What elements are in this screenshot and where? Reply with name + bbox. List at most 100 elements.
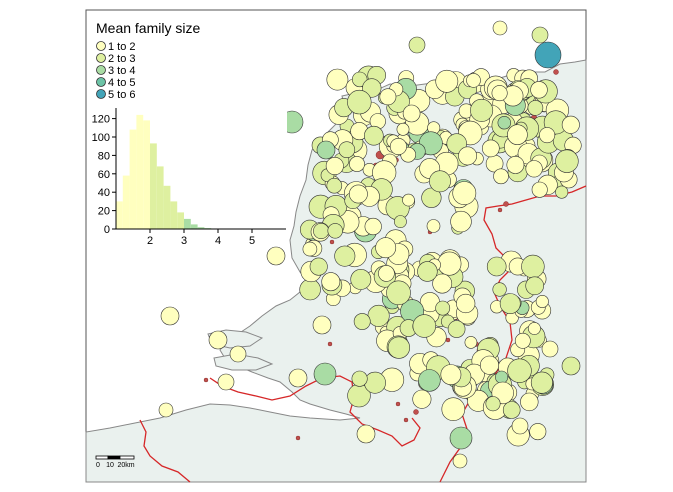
y-tick-label: 0 [104, 224, 110, 236]
municipality-bubble [449, 426, 473, 450]
municipality-bubble [506, 155, 525, 174]
municipality-bubble [364, 371, 386, 394]
municipality-bubble [160, 306, 180, 326]
municipality-bubble [229, 345, 247, 363]
border-lines [139, 185, 587, 483]
y-tick-label: 60 [98, 169, 110, 181]
municipality-bubble [321, 272, 341, 292]
municipality-bubble [418, 369, 441, 392]
municipality-bubble [441, 397, 466, 422]
municipality-bubbles [158, 20, 582, 469]
municipality-bubble [325, 157, 344, 176]
municipality-bubble [507, 358, 532, 383]
legend-label: 2 to 3 [108, 53, 136, 65]
municipality-bubble [486, 256, 507, 277]
municipality-bubble [363, 125, 384, 146]
municipality-bubble [447, 320, 466, 338]
municipality-bubble [309, 257, 328, 276]
histogram-bar [122, 175, 130, 229]
municipality-bubble [499, 293, 521, 315]
municipality-bubble [561, 115, 580, 134]
municipality-bubble [338, 141, 356, 158]
municipality-bubble [456, 293, 476, 314]
municipality-bubble [555, 149, 579, 173]
municipality-bubble [495, 370, 509, 384]
municipality-bubble [492, 20, 508, 36]
legend-label: 4 to 5 [108, 77, 136, 89]
municipality-bubble [534, 41, 562, 69]
municipality-bubble [352, 71, 368, 88]
municipality-bubble [351, 370, 368, 387]
municipality-bubble [367, 304, 390, 327]
municipality-bubble [429, 170, 451, 193]
municipality-bubble [437, 251, 462, 276]
municipality-bubble [528, 322, 541, 335]
x-tick-label: 5 [249, 235, 255, 247]
municipality-bubble [466, 73, 481, 88]
municipality-bubble [412, 389, 432, 409]
municipality-bubble [527, 100, 544, 116]
municipality-bubble [485, 396, 501, 412]
histogram-bar [156, 166, 164, 229]
municipality-bubble [525, 276, 545, 296]
legend-label: 3 to 4 [108, 65, 136, 77]
municipality-bubble [531, 26, 549, 44]
histogram-x-ticks: 2 3 4 5 [147, 229, 255, 247]
municipality-bubble [408, 36, 426, 54]
municipality-bubble [440, 364, 462, 386]
municipality-bubble [362, 78, 382, 98]
municipality-bubble [539, 127, 556, 144]
municipality-bubble [326, 177, 343, 194]
municipality-bubble [349, 156, 365, 172]
municipality-bubble [386, 280, 411, 306]
legend-label: 1 to 2 [108, 41, 136, 53]
x-tick-label: 2 [147, 235, 153, 247]
histogram-bar [143, 120, 150, 229]
municipality-bubble [393, 215, 407, 228]
municipality-bubble [299, 278, 321, 301]
municipality-bubble [529, 423, 547, 441]
municipality-bubble [531, 181, 548, 198]
municipality-bubble [417, 261, 438, 282]
municipality-bubble [492, 282, 507, 297]
municipality-bubble [521, 254, 545, 279]
legend-label: 5 to 6 [108, 89, 136, 101]
y-tick-label: 120 [92, 114, 110, 126]
municipality-bubble [525, 160, 543, 178]
municipality-bubble [446, 133, 467, 154]
municipality-bubble [313, 223, 330, 240]
municipality-bubble [507, 124, 528, 145]
municipality-bubble [481, 139, 500, 158]
municipality-bubble [387, 336, 411, 359]
municipality-bubble [158, 402, 174, 418]
legend-title: Mean family size [96, 20, 200, 36]
histogram-bar [190, 224, 198, 229]
municipality-bubble [450, 210, 472, 233]
legend-swatch [96, 65, 106, 75]
municipality-bubble [493, 168, 509, 185]
legend-background [87, 11, 287, 234]
y-tick-label: 40 [98, 187, 110, 199]
municipality-bubble [347, 89, 372, 115]
municipality-bubble [435, 300, 451, 316]
municipality-bubble [502, 401, 521, 419]
municipality-bubble [302, 241, 318, 257]
histogram-bar [136, 114, 144, 229]
legend-swatch [96, 41, 106, 51]
municipality-bubble [435, 69, 459, 93]
municipality-bubble [312, 315, 332, 335]
x-tick-label: 4 [215, 235, 221, 247]
histogram-bar [116, 201, 123, 229]
histogram-bar [184, 218, 191, 229]
municipality-bubble [389, 138, 407, 156]
municipality-bubble [375, 237, 397, 259]
municipality-bubble [514, 332, 531, 349]
municipality-bubble [412, 314, 436, 338]
municipality-bubble [535, 294, 549, 308]
histogram-bar [197, 227, 205, 229]
municipality-bubble [530, 371, 553, 394]
municipality-bubble [421, 187, 442, 208]
municipality-bubble [208, 330, 228, 350]
municipality-bubble [327, 223, 343, 239]
municipality-bubble [402, 193, 415, 207]
